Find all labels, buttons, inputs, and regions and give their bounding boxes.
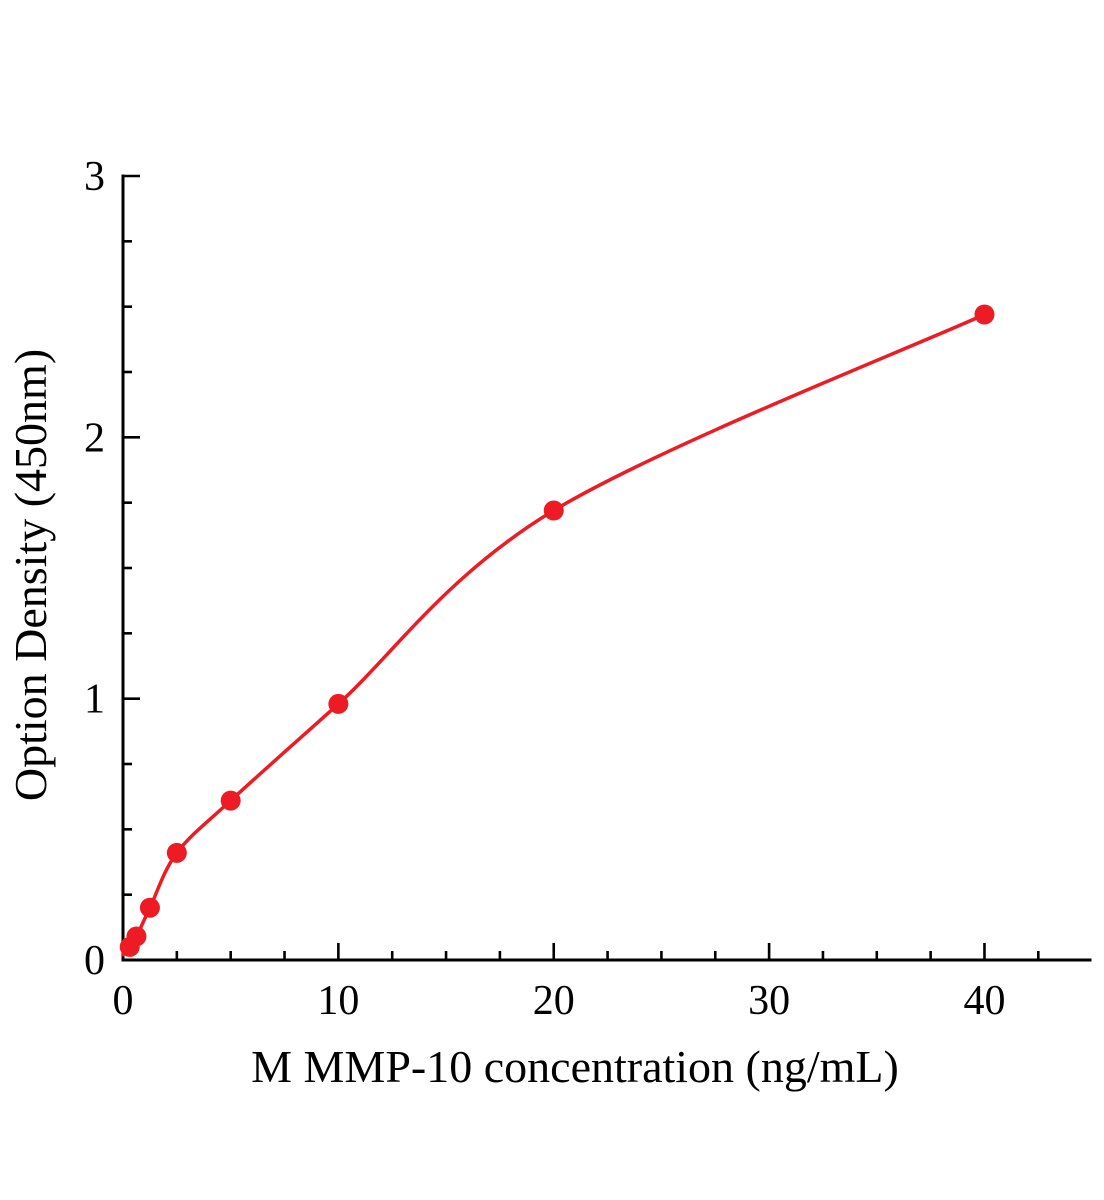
data-point <box>166 842 187 863</box>
data-points <box>119 304 995 957</box>
x-axis-label: M MMP-10 concentration (ng/mL) <box>251 1041 899 1092</box>
data-point <box>139 897 160 918</box>
y-axis-label: Option Density (450nm) <box>5 349 56 801</box>
axes <box>121 174 1092 962</box>
y-tick-label: 1 <box>84 677 105 723</box>
x-tick-label: 30 <box>748 978 790 1024</box>
fit-curve <box>121 312 987 957</box>
data-point <box>220 790 241 811</box>
data-point <box>328 693 349 714</box>
data-point <box>126 926 147 947</box>
x-tick-label: 20 <box>533 978 575 1024</box>
y-tick-label: 3 <box>84 154 105 200</box>
data-point <box>974 304 995 325</box>
x-tick-label: 40 <box>963 978 1005 1024</box>
y-tick-label: 0 <box>84 938 105 984</box>
x-tick-label: 10 <box>317 978 359 1024</box>
y-tick-label: 2 <box>84 415 105 461</box>
x-tick-label: 0 <box>113 978 134 1024</box>
standard-curve-line <box>121 312 987 957</box>
data-point <box>543 500 564 521</box>
tick-labels: 0 10 20 30 40 0 1 2 3 <box>84 154 1005 1024</box>
